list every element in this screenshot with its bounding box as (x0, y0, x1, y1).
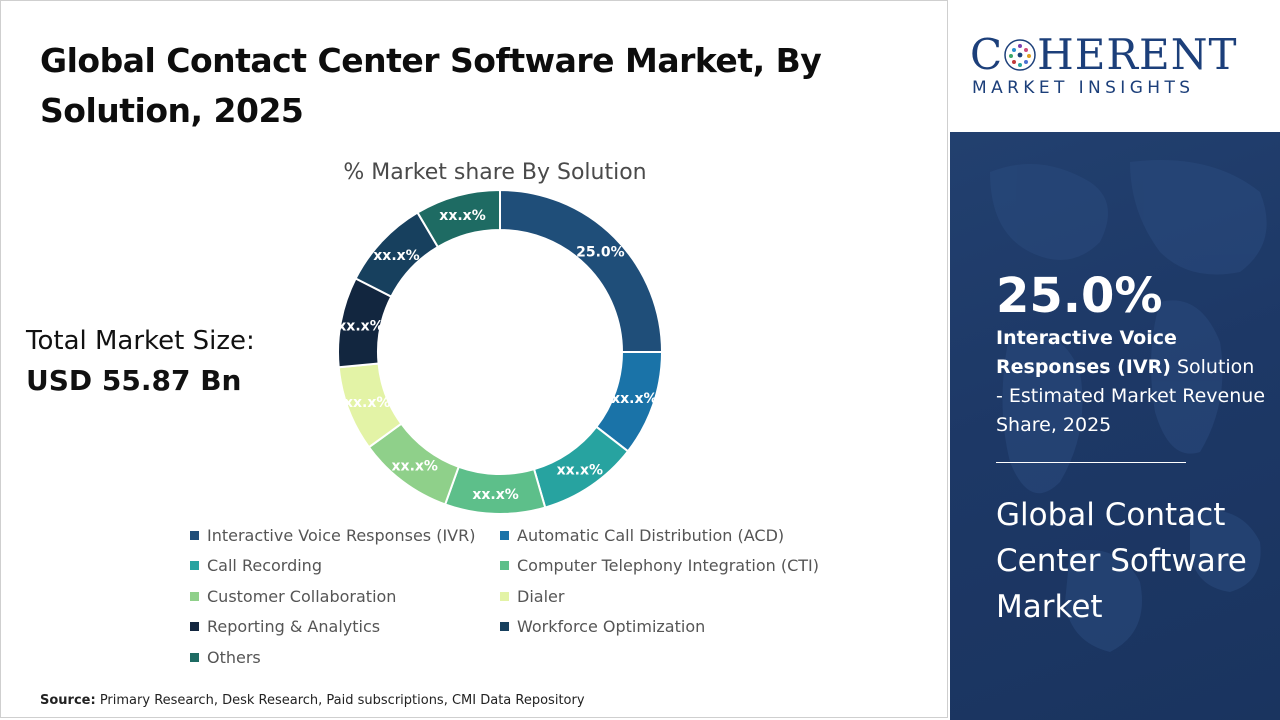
donut-slice-label-7: xx.x% (373, 248, 419, 264)
legend-swatch (500, 622, 509, 631)
legend-label: Call Recording (207, 556, 322, 575)
legend-swatch (500, 561, 509, 570)
legend-swatch (500, 591, 509, 601)
legend-label: Computer Telephony Integration (CTI) (517, 556, 819, 575)
legend-swatch (500, 530, 509, 540)
legend-item-5: Dialer (500, 585, 564, 607)
legend-label: Dialer (517, 586, 565, 606)
donut-slice-0 (499, 188, 664, 353)
highlight-segment: Interactive Voice Responses (IVR) (996, 327, 1177, 378)
highlight-panel: 25.0% Interactive Voice Responses (IVR) … (950, 132, 1280, 720)
donut-slice-label-6: xx.x% (337, 318, 383, 334)
legend-swatch (190, 622, 199, 631)
source-label: Source: (40, 693, 96, 708)
donut-chart: 25.0% xx.x% xx.x% xx.x% xx.x% xx.x% xx.x% xx.x%… (337, 188, 664, 515)
highlight-description: Interactive Voice Responses (IVR) Soluti… (996, 324, 1266, 440)
main-frame (0, 0, 948, 718)
source-note: Source: Primary Research, Desk Research,… (40, 693, 585, 708)
world-map-background (990, 160, 1267, 652)
donut-slice-label-4: xx.x% (392, 459, 438, 475)
market-name: Global Contact Center Software Market (996, 497, 1247, 625)
legend-label: Others (207, 647, 261, 667)
donut-slice-label-2: xx.x% (557, 462, 603, 478)
legend-item-8: Others (190, 646, 261, 668)
legend-item-0: Interactive Voice Responses (IVR) (190, 524, 475, 546)
panel-divider (996, 462, 1186, 463)
brand-wordmark: C HERENT (970, 30, 1237, 79)
donut-slice-label-8: xx.x% (439, 208, 485, 224)
legend-item-3: Computer Telephony Integration (CTI) (500, 555, 819, 577)
page-title: Global Contact Center Software Market, B… (40, 41, 822, 130)
legend-item-7: Workforce Optimization (500, 616, 705, 638)
brand-name-end: HERENT (1037, 30, 1238, 79)
legend-item-2: Call Recording (190, 555, 322, 577)
donut-slice-label-0: 25.0% (576, 245, 625, 261)
brand-tagline: MARKET INSIGHTS (972, 78, 1195, 98)
legend-label: Automatic Call Distribution (ACD) (517, 525, 785, 545)
source-text: Primary Research, Desk Research, Paid su… (95, 693, 585, 708)
legend-label: Workforce Optimization (517, 617, 706, 636)
brand-logo: C HERENT MARKET INSIGHTS (950, 0, 1280, 132)
legend-swatch (190, 561, 199, 570)
legend-swatch (190, 591, 199, 601)
total-market-size-label: Total Market Size: (26, 326, 255, 356)
globe-dots-icon (1004, 39, 1036, 71)
legend-swatch (190, 530, 199, 540)
brand-name-start: C (970, 30, 1004, 79)
legend-label: Reporting & Analytics (207, 617, 381, 636)
legend-item-4: Customer Collaboration (190, 585, 396, 607)
legend-item-1: Automatic Call Distribution (ACD) (500, 524, 784, 546)
chart-title: % Market share By Solution (343, 160, 647, 185)
donut-slice-label-1: xx.x% (611, 391, 657, 407)
donut-slice-label-5: xx.x% (344, 395, 390, 411)
legend-item-6: Reporting & Analytics (190, 616, 380, 638)
highlight-value: 25.0% (996, 268, 1163, 324)
legend-swatch (190, 652, 199, 662)
donut-slice-8 (416, 188, 501, 249)
donut-slice-label-3: xx.x% (472, 487, 518, 503)
legend-label: Customer Collaboration (207, 586, 397, 606)
total-market-size-value: USD 55.87 Bn (26, 364, 242, 397)
highlight-description-rest: Solution - Estimated Market Revenue Shar… (996, 356, 1266, 436)
legend-label: Interactive Voice Responses (IVR) (207, 525, 476, 545)
